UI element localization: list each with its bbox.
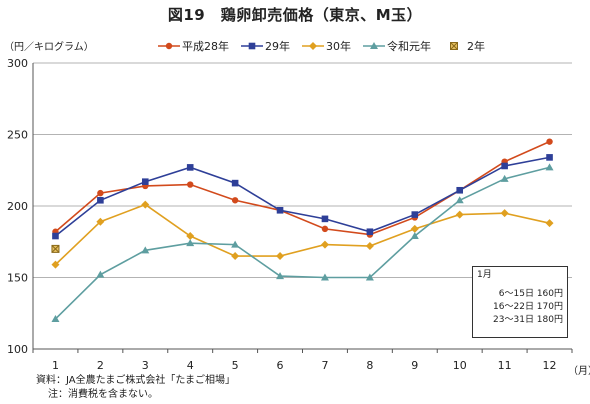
series-line-3 [54,166,550,320]
note-box-title: 1月 [477,270,492,280]
series-0-point [231,197,239,204]
series-2-point [141,200,150,209]
legend-symbol [363,42,385,49]
series-3-point [51,314,60,322]
series-4-point [51,244,60,253]
series-1-point [321,215,329,223]
y-tick-label: 250 [7,129,28,142]
legend-label: 30年 [326,40,351,53]
x-tick-label: 2 [97,359,104,372]
x-tick-label: 3 [142,359,149,372]
y-tick-label: 100 [7,343,28,356]
series-3-point [231,240,240,248]
source-notes: 資料：JA全農たまご株式会社「たまご相場」 注：消費税を含まない。 [36,374,235,402]
legend: 平成28年 29年 30年 令和元年 2年 [158,38,485,54]
series-1-point [456,186,464,194]
source-line: 資料：JA全農たまご株式会社「たまご相場」 [36,375,236,386]
series-2-point [500,209,509,218]
series-0-point [97,189,104,197]
x-tick-label: 6 [277,359,284,372]
legend-label: 平成28年 [182,40,229,53]
series-1-point [231,179,239,187]
series-4-point-x [51,245,60,253]
series-2-point [186,232,195,241]
legend-marker [450,42,458,50]
series-1-point [366,228,374,236]
series-0-point [546,138,553,145]
legend-item: 平成28年 [158,38,229,54]
series-1-point [186,164,194,171]
series-2-point [51,260,60,269]
y-tick-label: 200 [7,200,28,213]
x-tick-label: 7 [321,359,328,372]
legend-item: 2年 [443,38,485,54]
x-tick-label: 10 [453,359,467,372]
legend-item: 29年 [241,38,290,54]
series-0-point [321,225,329,233]
legend-marker [309,42,317,50]
series-2-point [276,252,285,261]
legend-symbol [241,42,263,50]
note-box: 1月 6～15日 160円 16～22日 170円 23～31日 180円 [472,266,568,338]
series-3-point [545,163,554,171]
series-3-point [276,272,285,280]
legend-label: 令和元年 [387,40,431,53]
legend-symbol [302,42,324,50]
series-1-point [276,206,284,214]
series-3-point [141,246,150,254]
series-3-point [410,232,419,240]
series-3-point [365,273,374,281]
note-box-row: 23～31日 180円 [493,315,563,325]
series-0-point [187,181,194,188]
legend-marker [165,42,173,50]
x-tick-label: 11 [498,359,512,372]
note-line: 注：消費税を含まない。 [48,389,158,400]
legend-marker [370,42,378,49]
chart-title: 図19 鶏卵卸売価格（東京、M玉） [167,6,423,24]
series-3-point [186,239,195,247]
series-2-point [320,240,329,249]
series-1-point [501,162,508,170]
legend-item: 令和元年 [363,38,431,54]
y-tick-label: 300 [7,57,28,70]
y-tick-label: 150 [7,272,28,285]
x-axis-unit: （月） [568,366,590,377]
series-1-point [546,154,553,161]
series-3-point [320,273,329,281]
series-2-point [455,210,464,219]
series-1-point [97,196,104,204]
series-3-point [500,174,509,182]
series-2-point [410,224,419,233]
legend-label: 29年 [265,40,290,53]
x-tick-label: 1 [52,359,59,372]
series-2-point [545,219,554,228]
series-2-point [231,252,240,261]
series-line-2 [54,203,550,266]
series-3-point [455,196,464,204]
series-3-point [96,270,105,278]
x-tick-label: 8 [366,359,373,372]
series-2-point [365,242,374,251]
series-1-point [52,232,59,240]
x-tick-label: 12 [543,359,557,372]
series-1-point [411,211,419,218]
legend-label: 2年 [467,40,485,53]
legend-marker-x [450,42,458,50]
x-tick-label: 5 [232,359,239,372]
legend-marker [248,42,256,50]
series-2-point [96,217,105,226]
legend-symbol [158,42,180,50]
x-tick-label: 4 [187,359,194,372]
note-box-row: 16～22日 170円 [493,302,563,312]
series-1-point [141,178,149,185]
series-line-1 [54,156,550,237]
x-tick-label: 9 [411,359,418,372]
legend-item: 30年 [302,38,351,54]
y-axis-unit: （円／キログラム） [4,42,94,53]
legend-symbol [450,42,458,50]
note-box-row: 6～15日 160円 [498,289,563,299]
